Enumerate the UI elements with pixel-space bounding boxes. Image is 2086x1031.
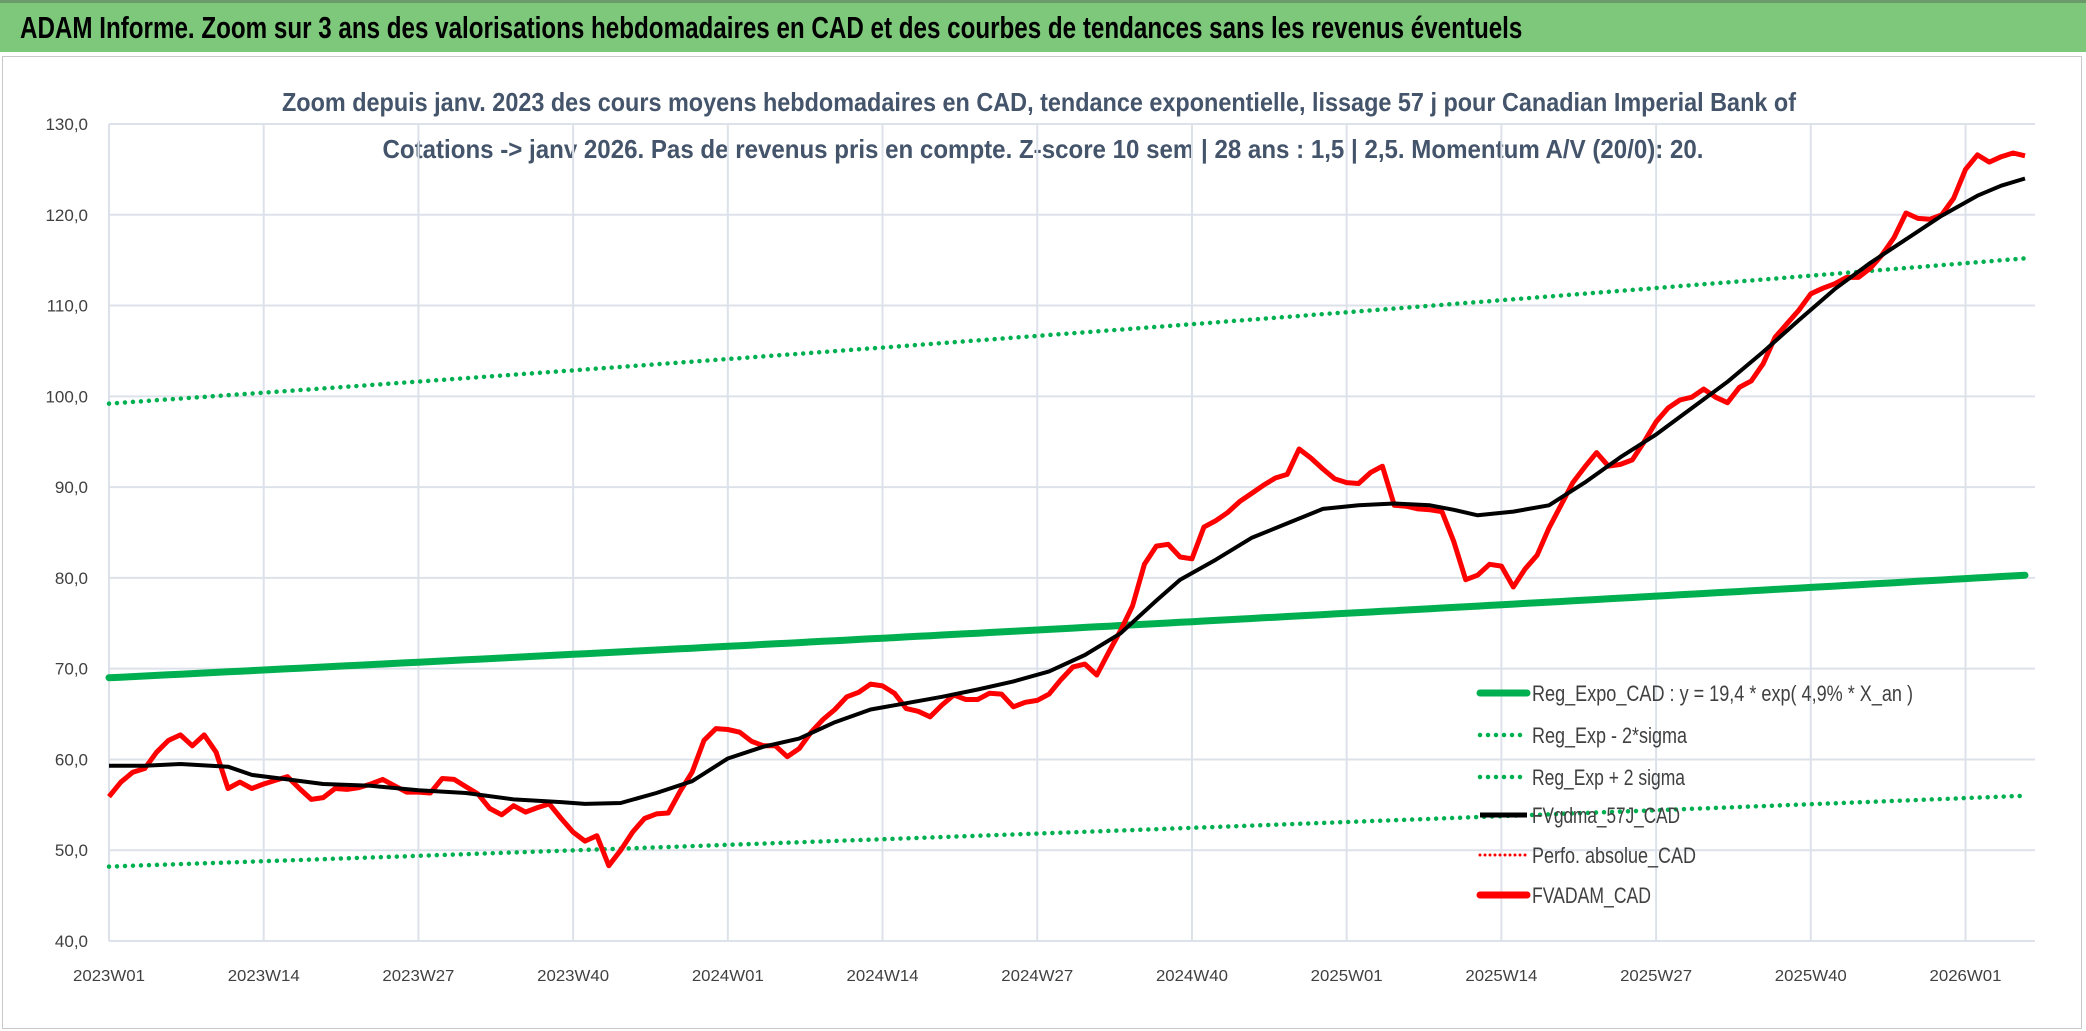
y-tick-label: 50,0 — [55, 841, 88, 860]
y-tick-label: 130,0 — [45, 115, 88, 134]
x-tick-label: 2023W01 — [73, 968, 145, 985]
legend-label: Reg_Exp - 2*sigma — [1532, 723, 1688, 748]
chart-frame — [2, 56, 2082, 1029]
report-title: ADAM Informe. Zoom sur 3 ans des valoris… — [20, 10, 1523, 45]
x-tick-label: 2024W14 — [847, 968, 919, 985]
y-tick-label: 120,0 — [45, 206, 88, 225]
gridlines — [108, 123, 2035, 942]
legend-label: Reg_Expo_CAD : y = 19,4 * exp( 4,9% * X_… — [1532, 681, 1913, 706]
x-tick-label: 2026W01 — [1929, 968, 2001, 985]
series-reg-expo-cad — [105, 571, 2029, 682]
x-tick-label: 2023W14 — [228, 968, 300, 985]
legend-label: FVADAM_CAD — [1532, 883, 1651, 908]
x-tick-label: 2023W27 — [382, 968, 454, 985]
x-axis: 2023W01 2023W14 2023W27 2023W40 2024W01 2024W… — [73, 968, 2002, 985]
y-tick-label: 100,0 — [45, 387, 88, 406]
y-tick-label: 90,0 — [55, 478, 88, 497]
y-tick-label: 70,0 — [55, 660, 88, 679]
legend-label: FVgdma_57J_CAD — [1532, 803, 1680, 828]
x-tick-label: 2024W27 — [1001, 968, 1073, 985]
chart-title-line2: Cotations -> janv 2026. Pas de revenus p… — [383, 134, 1704, 164]
legend-label: Perfo. absolue_CAD — [1532, 843, 1696, 868]
y-tick-label: 110,0 — [47, 297, 88, 316]
x-tick-label: 2025W40 — [1775, 968, 1847, 985]
chart-title-line1: Zoom depuis janv. 2023 des cours moyens … — [282, 87, 1796, 117]
x-tick-label: 2023W40 — [537, 968, 609, 985]
series-layer — [105, 150, 2029, 869]
x-tick-label: 2024W40 — [1156, 968, 1228, 985]
report-header: ADAM Informe. Zoom sur 3 ans des valoris… — [0, 0, 2086, 52]
legend: Reg_Expo_CAD : y = 19,4 * exp( 4,9% * X_… — [1476, 681, 1913, 908]
y-tick-label: 60,0 — [55, 750, 88, 769]
series-fvgdma-57j-cad — [109, 176, 2026, 806]
x-tick-label: 2024W01 — [692, 968, 764, 985]
x-tick-label: 2025W01 — [1311, 968, 1383, 985]
series-reg-exp-plus-2sigma — [106, 256, 2028, 406]
y-tick-label: 40,0 — [55, 932, 88, 951]
x-tick-label: 2025W14 — [1465, 968, 1537, 985]
y-axis: 40,0 50,0 60,0 70,0 80,0 90,0 100,0 110,0 120,0 1… — [45, 115, 88, 951]
legend-label: Reg_Exp + 2 sigma — [1532, 765, 1686, 790]
x-tick-label: 2025W27 — [1620, 968, 1692, 985]
series-reg-exp-minus-2sigma — [106, 793, 2028, 869]
y-tick-label: 80,0 — [55, 569, 88, 588]
